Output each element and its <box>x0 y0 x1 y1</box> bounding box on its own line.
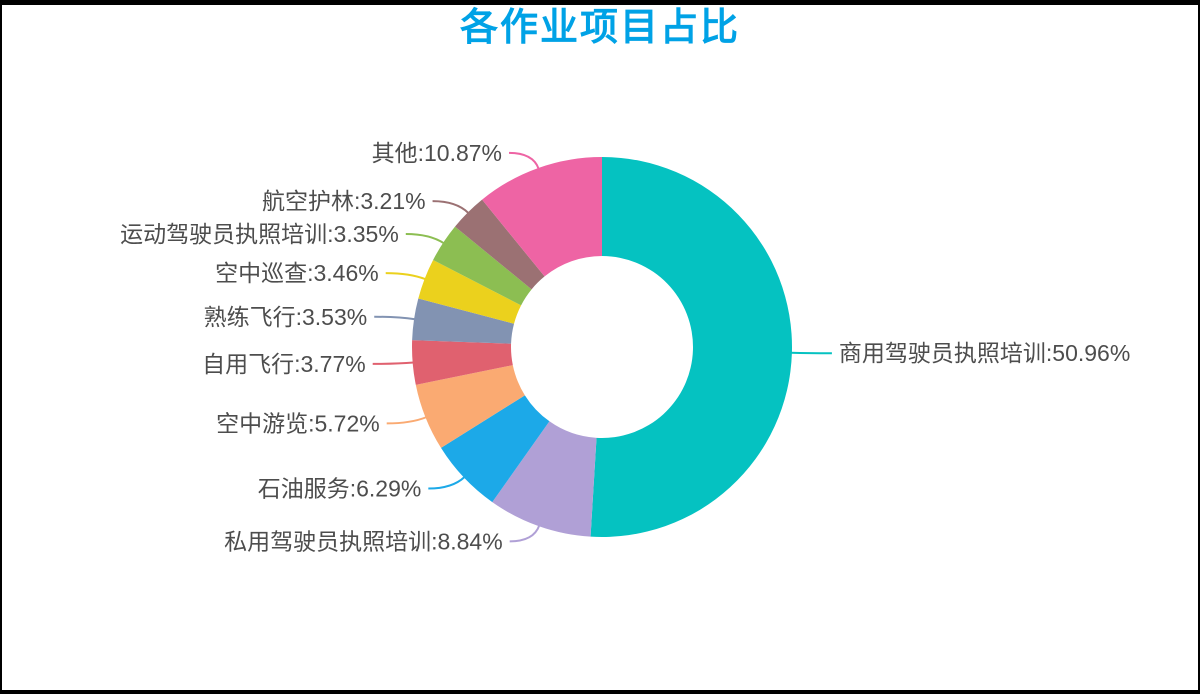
label-leader-line-0 <box>790 351 832 355</box>
label-leader-line-3 <box>386 416 427 425</box>
slice-label-3: 空中游览:5.72% <box>216 410 380 436</box>
pie-slice-7[interactable] <box>433 226 532 306</box>
pie-slice-8[interactable] <box>454 199 545 290</box>
pie-slice-6[interactable] <box>418 259 522 324</box>
label-leader-line-2 <box>428 476 466 490</box>
label-leader-line-9 <box>509 151 540 170</box>
slice-label-0: 商用驾驶员执照培训:50.96% <box>839 340 1130 366</box>
label-leader-line-4 <box>372 361 414 365</box>
pie-slice-3[interactable] <box>415 365 525 448</box>
chart-canvas: 各作业项目占比 商用驾驶员执照培训:50.96% 私用驾驶员执照培训:8.84% 石… <box>2 5 1198 690</box>
slice-label-7: 运动驾驶员执照培训:3.35% <box>120 221 399 247</box>
donut-chart: 商用驾驶员执照培训:50.96% 私用驾驶员执照培训:8.84% 石油服务:6.29… <box>120 140 1130 554</box>
pie-slice-4[interactable] <box>412 340 513 385</box>
slice-label-1: 私用驾驶员执照培训:8.84% <box>224 528 503 554</box>
pie-slice-1[interactable] <box>492 421 597 537</box>
slice-label-9: 其他:10.87% <box>372 140 502 166</box>
label-leader-line-7 <box>405 232 445 245</box>
slice-label-8: 航空护林:3.21% <box>262 188 426 214</box>
label-leader-line-6 <box>385 272 426 281</box>
pie-slice-0[interactable] <box>590 157 792 537</box>
pie-slice-5[interactable] <box>412 298 515 344</box>
label-leader-line-5 <box>374 315 416 321</box>
pie-slice-2[interactable] <box>441 395 550 503</box>
slice-label-4: 自用飞行:3.77% <box>202 351 366 377</box>
slice-label-6: 空中巡查:3.46% <box>215 260 379 286</box>
chart-title: 各作业项目占比 <box>459 7 740 49</box>
label-leader-line-1 <box>509 524 541 543</box>
slice-label-5: 熟练飞行:3.53% <box>204 304 368 330</box>
label-leader-line-8 <box>432 200 470 214</box>
slice-label-2: 石油服务:6.29% <box>258 476 422 502</box>
pie-slice-9[interactable] <box>482 157 602 277</box>
